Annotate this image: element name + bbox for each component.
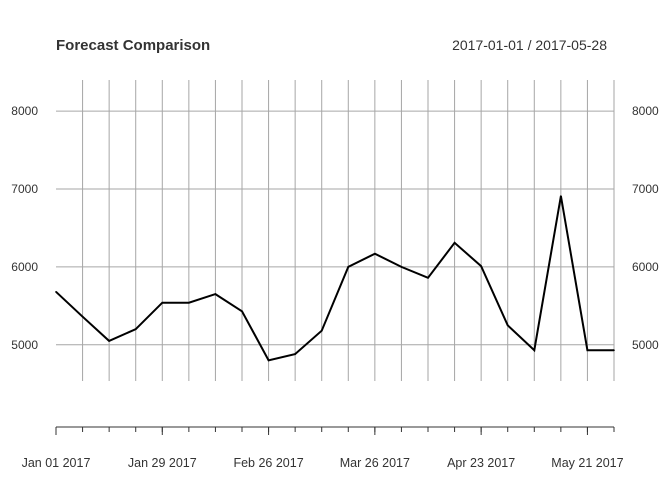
data-point bbox=[161, 301, 164, 304]
data-point bbox=[506, 324, 509, 327]
data-point bbox=[241, 310, 243, 313]
x-tick-label: May 21 2017 bbox=[551, 456, 623, 470]
x-tick-label: Mar 26 2017 bbox=[340, 456, 410, 470]
x-axis: Jan 01 2017 Jan 29 2017 Feb 26 2017 Mar 26 … bbox=[22, 426, 624, 470]
x-tick-label: Jan 29 2017 bbox=[128, 456, 197, 470]
data-point bbox=[81, 315, 84, 318]
series-group bbox=[55, 195, 615, 362]
data-point bbox=[214, 293, 217, 295]
data-point bbox=[613, 349, 615, 352]
data-point bbox=[480, 265, 482, 267]
date-range-label: 2017-01-01 / 2017-05-28 bbox=[452, 37, 607, 53]
data-point bbox=[347, 266, 350, 268]
data-point bbox=[188, 301, 190, 304]
x-tick-label: Jan 01 2017 bbox=[22, 456, 91, 470]
data-point bbox=[267, 359, 270, 362]
data-point bbox=[108, 340, 110, 342]
y-tick-label-left: 5000 bbox=[11, 338, 38, 352]
data-point bbox=[560, 195, 562, 197]
y-tick-label-right: 6000 bbox=[632, 260, 659, 274]
data-point bbox=[586, 349, 589, 352]
data-point bbox=[320, 329, 323, 332]
y-tick-label-left: 8000 bbox=[11, 104, 38, 118]
y-tick-label-right: 7000 bbox=[632, 182, 659, 196]
horizontal-gridlines bbox=[56, 110, 614, 346]
y-tick-label-left: 6000 bbox=[11, 260, 38, 274]
data-point bbox=[294, 353, 296, 355]
series-line bbox=[55, 195, 614, 362]
x-tick-label: Feb 26 2017 bbox=[233, 456, 303, 470]
vertical-gridlines bbox=[82, 80, 615, 381]
y-axis-left: 5000 6000 7000 8000 bbox=[11, 104, 38, 352]
data-point bbox=[453, 241, 456, 244]
data-point bbox=[374, 252, 376, 255]
data-point bbox=[55, 291, 57, 293]
data-point bbox=[427, 276, 429, 279]
data-point bbox=[400, 266, 403, 268]
x-tick-label: Apr 23 2017 bbox=[447, 456, 515, 470]
y-tick-label-left: 7000 bbox=[11, 182, 38, 196]
y-tick-label-right: 5000 bbox=[632, 338, 659, 352]
chart-title: Forecast Comparison bbox=[56, 37, 210, 54]
data-point bbox=[134, 328, 137, 330]
y-tick-label-right: 8000 bbox=[632, 104, 659, 118]
data-point bbox=[533, 349, 536, 352]
y-axis-right: 5000 6000 7000 8000 bbox=[632, 104, 659, 352]
